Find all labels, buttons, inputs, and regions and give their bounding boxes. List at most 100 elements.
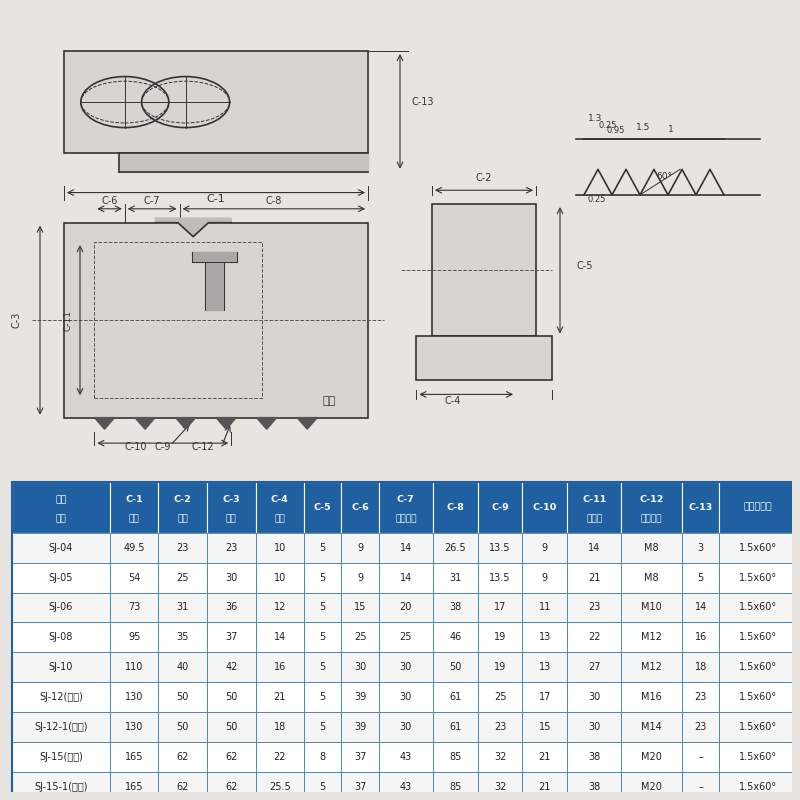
FancyBboxPatch shape — [567, 593, 622, 622]
FancyBboxPatch shape — [567, 622, 622, 652]
FancyBboxPatch shape — [12, 742, 110, 772]
FancyBboxPatch shape — [158, 772, 207, 800]
Text: SJ-10: SJ-10 — [49, 662, 73, 672]
FancyBboxPatch shape — [719, 593, 796, 622]
Text: 1.5x60°: 1.5x60° — [738, 573, 777, 582]
FancyBboxPatch shape — [12, 482, 110, 533]
Text: C-13: C-13 — [689, 502, 713, 512]
Text: M8: M8 — [645, 542, 659, 553]
Text: 23: 23 — [694, 722, 707, 732]
Text: 9: 9 — [357, 542, 363, 553]
Text: 40: 40 — [177, 662, 189, 672]
FancyBboxPatch shape — [433, 742, 478, 772]
FancyBboxPatch shape — [719, 712, 796, 742]
FancyBboxPatch shape — [622, 562, 682, 593]
FancyBboxPatch shape — [622, 712, 682, 742]
FancyBboxPatch shape — [110, 652, 158, 682]
FancyBboxPatch shape — [478, 622, 522, 652]
FancyBboxPatch shape — [378, 742, 433, 772]
FancyBboxPatch shape — [207, 712, 255, 742]
Text: 73: 73 — [128, 602, 140, 613]
Text: 50: 50 — [449, 662, 462, 672]
Text: 21: 21 — [538, 752, 551, 762]
Text: C-7: C-7 — [397, 495, 414, 504]
Text: 9: 9 — [542, 542, 548, 553]
FancyBboxPatch shape — [682, 482, 719, 533]
Text: C-10: C-10 — [125, 442, 147, 452]
FancyBboxPatch shape — [304, 482, 342, 533]
Text: 30: 30 — [588, 722, 601, 732]
FancyBboxPatch shape — [304, 682, 342, 712]
FancyBboxPatch shape — [567, 652, 622, 682]
FancyBboxPatch shape — [433, 593, 478, 622]
FancyBboxPatch shape — [342, 652, 378, 682]
Text: 38: 38 — [449, 602, 462, 613]
FancyBboxPatch shape — [682, 772, 719, 800]
Text: 25: 25 — [177, 573, 189, 582]
FancyBboxPatch shape — [682, 682, 719, 712]
Text: 43: 43 — [400, 752, 412, 762]
Text: 19: 19 — [494, 632, 506, 642]
Text: C-8: C-8 — [266, 196, 282, 206]
FancyBboxPatch shape — [378, 562, 433, 593]
FancyBboxPatch shape — [12, 533, 110, 562]
Text: M12: M12 — [642, 662, 662, 672]
Text: C-4: C-4 — [445, 396, 461, 406]
Text: C-9: C-9 — [154, 442, 171, 452]
Text: 23: 23 — [694, 692, 707, 702]
Text: 11: 11 — [538, 602, 551, 613]
Text: SJ-06: SJ-06 — [49, 602, 73, 613]
FancyBboxPatch shape — [378, 712, 433, 742]
Text: 1.5x60°: 1.5x60° — [738, 752, 777, 762]
Text: 20: 20 — [399, 602, 412, 613]
Text: C-10: C-10 — [533, 502, 557, 512]
FancyBboxPatch shape — [719, 482, 796, 533]
Text: SJ-15-1(中實): SJ-15-1(中實) — [34, 782, 88, 792]
Text: 25.5: 25.5 — [269, 782, 290, 792]
Text: 31: 31 — [449, 573, 462, 582]
FancyBboxPatch shape — [158, 533, 207, 562]
Text: 50: 50 — [177, 692, 189, 702]
Text: 5: 5 — [319, 662, 326, 672]
FancyBboxPatch shape — [158, 742, 207, 772]
FancyBboxPatch shape — [207, 562, 255, 593]
Text: 62: 62 — [177, 782, 189, 792]
Text: 9: 9 — [357, 573, 363, 582]
Text: C-2: C-2 — [476, 173, 492, 183]
Polygon shape — [206, 262, 223, 310]
FancyBboxPatch shape — [207, 533, 255, 562]
Text: 26.5: 26.5 — [445, 542, 466, 553]
FancyBboxPatch shape — [304, 562, 342, 593]
FancyBboxPatch shape — [522, 772, 567, 800]
FancyBboxPatch shape — [433, 712, 478, 742]
FancyBboxPatch shape — [682, 622, 719, 652]
Text: 39: 39 — [354, 692, 366, 702]
FancyBboxPatch shape — [255, 652, 304, 682]
FancyBboxPatch shape — [622, 652, 682, 682]
Text: 13: 13 — [538, 632, 551, 642]
Text: C-9: C-9 — [491, 502, 509, 512]
Text: 30: 30 — [354, 662, 366, 672]
Text: 22: 22 — [274, 752, 286, 762]
Text: 31: 31 — [177, 602, 189, 613]
Text: C-6: C-6 — [351, 502, 369, 512]
FancyBboxPatch shape — [342, 533, 378, 562]
Text: 21: 21 — [538, 782, 551, 792]
Text: 5: 5 — [698, 573, 704, 582]
FancyBboxPatch shape — [682, 742, 719, 772]
Text: 30: 30 — [400, 692, 412, 702]
Text: C-11: C-11 — [63, 310, 73, 330]
Text: 42: 42 — [225, 662, 238, 672]
Text: 17: 17 — [538, 692, 551, 702]
FancyBboxPatch shape — [433, 622, 478, 652]
FancyBboxPatch shape — [304, 622, 342, 652]
FancyBboxPatch shape — [478, 712, 522, 742]
Polygon shape — [155, 218, 231, 237]
FancyBboxPatch shape — [567, 562, 622, 593]
FancyBboxPatch shape — [522, 482, 567, 533]
FancyBboxPatch shape — [567, 772, 622, 800]
Text: C-6: C-6 — [102, 196, 118, 206]
FancyBboxPatch shape — [304, 712, 342, 742]
Text: 61: 61 — [449, 722, 462, 732]
Text: 3: 3 — [698, 542, 704, 553]
